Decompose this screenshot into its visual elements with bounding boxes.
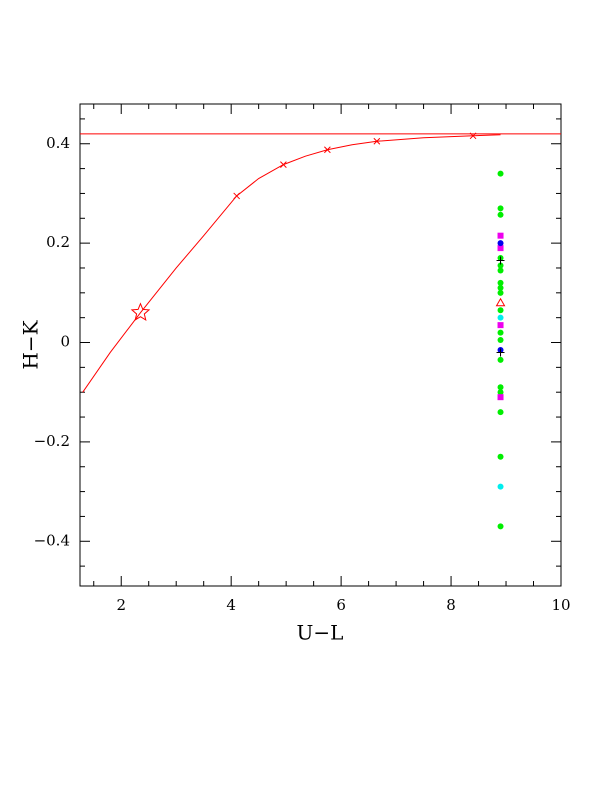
data-point [495,297,506,307]
x-axis-label: U−L [297,621,344,645]
star-marker [130,302,151,322]
data-point [497,322,504,329]
y-tick-label: −0.2 [34,432,70,450]
data-point [496,256,505,265]
data-point [497,453,504,460]
model-marker [373,137,381,145]
data-point [497,329,504,336]
x-tick-label: 4 [226,596,236,614]
y-tick-label: −0.4 [34,531,70,549]
data-point [497,262,504,269]
model-marker [469,132,477,140]
x-tick-label: 2 [116,596,126,614]
data-point [497,289,504,296]
data-point [497,240,504,247]
data-point [496,348,505,357]
y-tick-label: 0.4 [46,134,70,152]
model-curve [82,134,501,393]
data-point [497,409,504,416]
y-axis-label: H−K [19,319,43,369]
data-point [497,384,504,391]
y-tick-label: 0.2 [46,233,70,251]
plot-frame [79,103,562,587]
data-point [497,232,504,239]
data-point [497,211,504,218]
x-tick-label: 6 [336,596,346,614]
model-marker [280,161,287,168]
data-point [497,279,504,286]
data-point [497,356,504,363]
model-marker [324,146,331,154]
x-tick-label: 10 [551,596,570,614]
data-point [497,337,504,344]
y-tick-label: 0 [60,333,70,351]
data-point [497,267,504,274]
data-point [497,284,504,291]
data-point [497,483,504,490]
data-point [497,170,504,177]
data-point [497,314,504,321]
data-point [497,394,504,401]
x-tick-label: 8 [446,596,456,614]
model-marker [233,192,241,200]
data-point [497,205,504,212]
data-point [497,307,504,314]
data-point [497,389,504,396]
data-point [497,523,504,530]
data-point [497,245,504,252]
